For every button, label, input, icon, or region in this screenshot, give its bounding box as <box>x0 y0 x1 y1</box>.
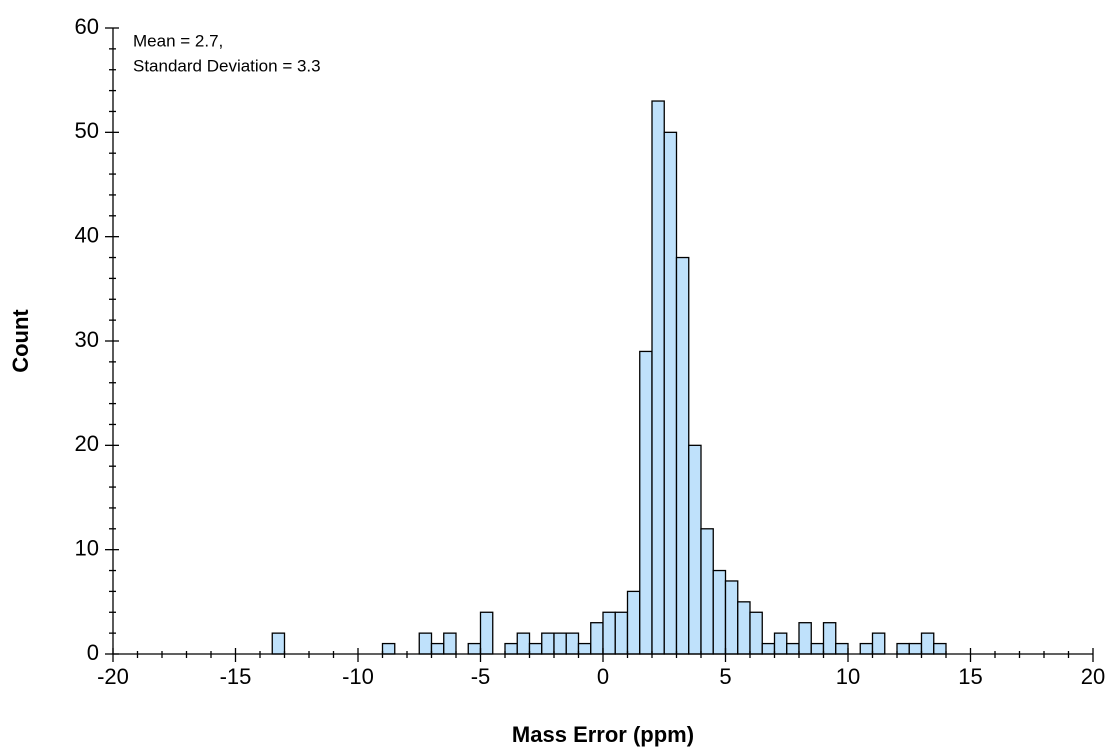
bar <box>626 590 641 655</box>
bar <box>773 632 788 655</box>
bar <box>798 622 812 655</box>
bar <box>541 632 555 655</box>
y-tick-label: 20 <box>75 431 99 456</box>
x-tick-label: 20 <box>1081 664 1105 689</box>
bar <box>602 611 616 655</box>
bar <box>933 642 947 655</box>
bar <box>651 100 665 655</box>
y-tick-label: 0 <box>87 640 99 665</box>
bar <box>675 256 690 655</box>
bar <box>810 642 825 655</box>
bar <box>859 642 874 655</box>
bar <box>700 528 714 655</box>
bar <box>712 569 727 655</box>
bar <box>418 632 433 655</box>
bar <box>381 642 396 655</box>
bar <box>835 642 849 655</box>
bar <box>516 632 531 655</box>
y-tick-label: 40 <box>75 222 99 247</box>
bar <box>639 350 653 655</box>
y-tick-label: 30 <box>75 327 99 352</box>
y-axis-title: Count <box>8 309 33 373</box>
y-tick-label: 50 <box>75 118 99 143</box>
bar <box>663 131 678 655</box>
x-tick-label: 0 <box>597 664 609 689</box>
bar <box>443 632 457 655</box>
bar <box>479 611 494 655</box>
x-tick-label: -20 <box>97 664 129 689</box>
x-tick-label: -15 <box>220 664 252 689</box>
y-tick-label: 60 <box>75 14 99 39</box>
x-tick-label: 10 <box>836 664 860 689</box>
bar <box>553 632 567 655</box>
x-axis-title: Mass Error (ppm) <box>512 722 694 747</box>
bar <box>822 622 837 655</box>
bar <box>565 632 580 655</box>
x-tick-label: 5 <box>719 664 731 689</box>
annotation: Standard Deviation = 3.3 <box>133 56 321 75</box>
bar <box>724 580 739 655</box>
bar <box>749 611 763 655</box>
x-tick-label: 15 <box>958 664 982 689</box>
bar <box>920 632 935 655</box>
bar <box>786 642 800 655</box>
bar <box>271 632 286 655</box>
annotation: Mean = 2.7, <box>133 31 223 50</box>
bar <box>504 642 518 655</box>
y-tick-label: 10 <box>75 535 99 560</box>
bar <box>467 642 482 655</box>
bar <box>737 601 751 655</box>
x-tick-label: -5 <box>471 664 491 689</box>
x-tick-label: -10 <box>342 664 374 689</box>
bar <box>577 642 592 655</box>
bar <box>688 444 702 655</box>
bar <box>908 642 923 655</box>
bar <box>528 642 543 655</box>
bar <box>761 642 776 655</box>
bar <box>430 642 445 655</box>
bar <box>614 611 629 655</box>
bar <box>871 632 886 655</box>
bar <box>590 622 604 655</box>
bar <box>896 642 910 655</box>
